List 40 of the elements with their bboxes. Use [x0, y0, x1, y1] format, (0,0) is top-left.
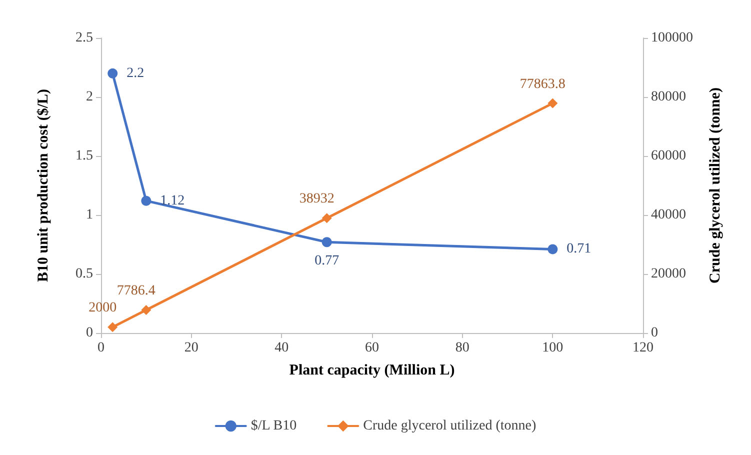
y2-tick-label: 40000 [651, 208, 686, 222]
y2-tick-label: 60000 [651, 148, 686, 164]
point [322, 237, 332, 248]
point [548, 244, 558, 254]
data-label: 0.71 [566, 242, 592, 257]
x-tick-label: 100 [542, 340, 564, 356]
point [108, 322, 118, 332]
point [548, 98, 558, 108]
point [108, 68, 118, 78]
x-tick-label: 20 [184, 340, 198, 356]
y2-axis-title: Crude glycerol utilized (tonne) [708, 88, 724, 284]
y-axis-title: B10 unit production cost ($/L) [36, 88, 52, 282]
x-tick-label: 80 [455, 340, 470, 356]
data-label: 0.77 [314, 254, 340, 269]
data-label: 7786.4 [116, 284, 156, 299]
y-tick-label: 1.5 [76, 148, 93, 164]
data-label: 1.12 [160, 193, 185, 208]
data-label: 2000 [88, 300, 117, 316]
legend-label: Crude glycerol utilized (tonne) [363, 418, 536, 434]
y2-tick-label: 20000 [651, 266, 686, 282]
y2-tick-label: 0 [651, 326, 658, 340]
x-tick-label: 120 [632, 340, 654, 356]
data-label: 77863.8 [520, 76, 566, 92]
x-axis-title: Plant capacity (Million L) [289, 362, 455, 378]
y-tick-label: 2.5 [76, 30, 93, 46]
y-tick-label: 0 [86, 326, 93, 340]
y-tick-label: 2 [86, 90, 93, 104]
data-label: 38932 [299, 192, 334, 207]
point [322, 213, 332, 224]
data-label: 2.2 [126, 66, 144, 81]
x-tick-label: 40 [274, 340, 289, 356]
y-tick-label: 0.5 [76, 266, 93, 282]
x-tick-label: 0 [98, 340, 104, 356]
y2-tick-label: 80000 [651, 90, 686, 104]
x-tick-label: 60 [365, 340, 379, 356]
y-tick-label: 1 [86, 208, 93, 222]
y2-tick-label: 100000 [651, 30, 693, 46]
point [141, 305, 152, 316]
point [141, 196, 152, 206]
legend-label: $/L B10 [250, 418, 297, 434]
